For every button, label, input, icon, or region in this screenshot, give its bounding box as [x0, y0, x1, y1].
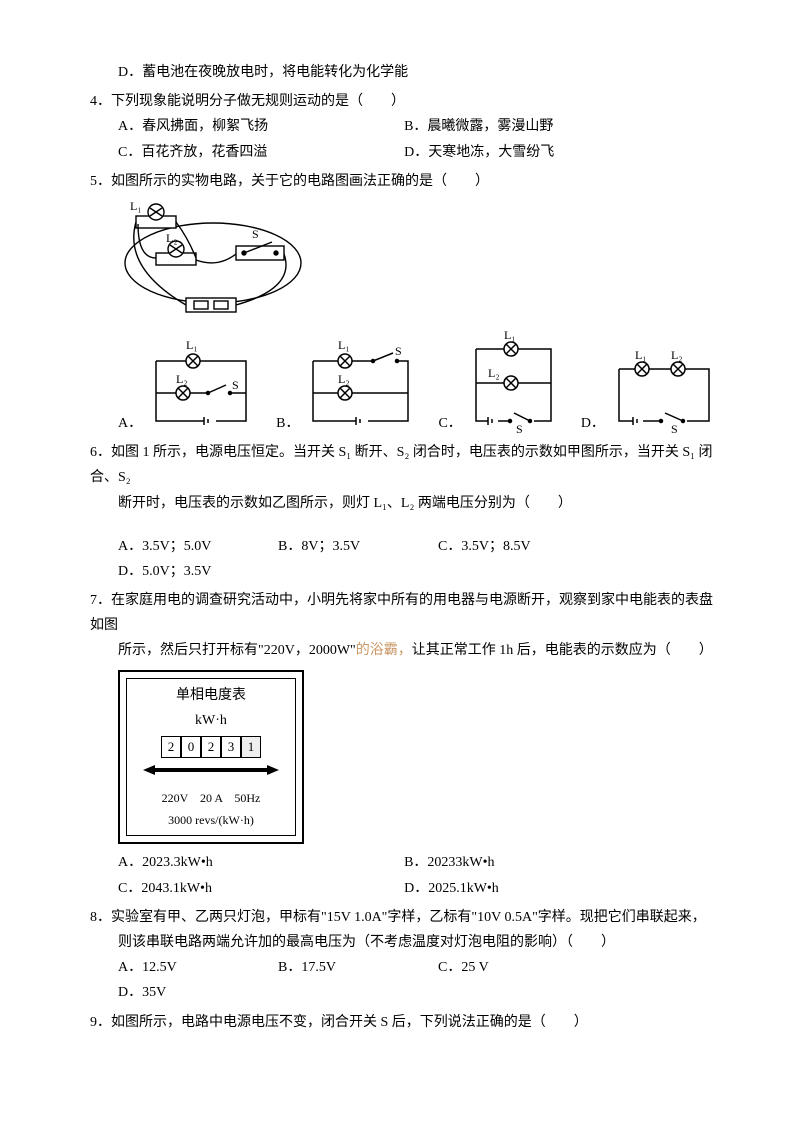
svg-text:S: S — [252, 227, 259, 241]
q4-optD: D．天寒地冻，大雪纷飞 — [404, 140, 690, 165]
q7-stem2c: 让其正常工作 1h 后，电能表的示数应为（ ） — [412, 643, 713, 658]
q8-stem2: 则该串联电路两端允许加的最高电压为（不考虑温度对灯泡电阻的影响）（ ） — [118, 930, 714, 955]
q6-optD: D．5.0V；3.5V — [118, 559, 248, 584]
q8-options: A．12.5V B．17.5V C．25 V D．35V — [118, 955, 714, 1005]
q5-optD-group: D． L₁ L₂ S — [581, 351, 719, 436]
digit: 1 — [241, 736, 261, 758]
q7-optC: C．2043.1kW•h — [118, 876, 404, 901]
q5-optA-group: A． L₁ L₂ S — [118, 341, 256, 436]
svg-text:L₂: L₂ — [671, 351, 683, 362]
svg-text:S: S — [232, 378, 239, 392]
q5-optA-label: A． — [118, 411, 142, 436]
circuit-A-icon: L₁ L₂ S — [146, 341, 256, 436]
meter-rate: 3000 revs/(kW·h) — [129, 810, 293, 832]
question-9: 9．如图所示，电路中电源电压不变，闭合开关 S 后，下列说法正确的是（ ） — [90, 1010, 714, 1035]
svg-text:L₁: L₁ — [130, 199, 142, 213]
q7-optA: A．2023.3kW•h — [118, 850, 404, 875]
q4-stem: 4．下列现象能说明分子做无规则运动的是（ ） — [90, 89, 714, 114]
meter-title: 单相电度表 — [129, 683, 293, 708]
q8-optA: A．12.5V — [118, 955, 248, 980]
question-7: 7．在家庭用电的调查研究活动中，小明先将家中所有的用电器与电源断开，观察到家中电… — [90, 588, 714, 901]
q7-stem2: 所示，然后只打开标有"220V，2000W"的浴霸，让其正常工作 1h 后，电能… — [118, 638, 714, 663]
svg-text:S: S — [395, 344, 402, 358]
svg-text:S: S — [516, 422, 523, 436]
digit: 3 — [221, 736, 241, 758]
circuit-C-icon: L₁ L₂ S — [466, 331, 561, 436]
svg-text:L₁: L₁ — [338, 341, 350, 352]
q7-options: A．2023.3kW•h B．20233kW•h C．2043.1kW•h D．… — [118, 850, 714, 900]
q6-options: A．3.5V；5.0V B．8V；3.5V C．3.5V；8.5V D．5.0V… — [118, 534, 714, 584]
q6-optC: C．3.5V；8.5V — [438, 534, 568, 559]
question-4: 4．下列现象能说明分子做无规则运动的是（ ） A．春风拂面，柳絮飞扬 B．晨曦微… — [90, 89, 714, 165]
q5-optC-label: C． — [438, 411, 461, 436]
q9-stem: 9．如图所示，电路中电源电压不变，闭合开关 S 后，下列说法正确的是（ ） — [90, 1010, 714, 1035]
q4-options: A．春风拂面，柳絮飞扬 B．晨曦微露，雾漫山野 C．百花齐放，花香四溢 D．天寒… — [118, 114, 714, 164]
svg-text:L₂: L₂ — [166, 231, 178, 245]
question-8: 8．实验室有甲、乙两只灯泡，甲标有"15V 1.0A"字样，乙标有"10V 0.… — [90, 905, 714, 1006]
circuit-B-icon: L₁ L₂ S — [303, 341, 418, 436]
meter-unit: kW·h — [129, 708, 293, 733]
digit: 2 — [161, 736, 181, 758]
q5-optB-group: B． L₁ L₂ S — [276, 341, 418, 436]
q7-stem2a: 所示，然后只打开标有"220V，2000W" — [118, 643, 356, 658]
q3-optD: D．蓄电池在夜晚放电时，将电能转化为化学能 — [90, 60, 714, 85]
svg-text:L₂: L₂ — [338, 372, 350, 386]
svg-text:L₂: L₂ — [176, 372, 188, 386]
q8-optC: C．25 V — [438, 955, 568, 980]
svg-text:L₂: L₂ — [488, 366, 500, 380]
q7-stem1: 7．在家庭用电的调查研究活动中，小明先将家中所有的用电器与电源断开，观察到家中电… — [90, 588, 714, 638]
digit: 0 — [181, 736, 201, 758]
svg-text:L₁: L₁ — [635, 351, 647, 362]
energy-meter-image: 单相电度表 kW·h 2 0 2 3 1 220V 20 A 50Hz 3000… — [118, 670, 304, 845]
q5-optC-group: C． L₁ L₂ S — [438, 331, 560, 436]
q6-optB: B．8V；3.5V — [278, 534, 408, 559]
q5-optB-label: B． — [276, 411, 299, 436]
q6-stem1: 6．如图 1 所示，电源电压恒定。当开关 S₁ 断开、S₂ 闭合时，电压表的示数… — [90, 440, 714, 490]
q8-optB: B．17.5V — [278, 955, 408, 980]
q6-optA: A．3.5V；5.0V — [118, 534, 248, 559]
digit: 2 — [201, 736, 221, 758]
q5-physical-circuit-image: L₁ L₂ S — [118, 198, 714, 327]
q8-stem1: 8．实验室有甲、乙两只灯泡，甲标有"15V 1.0A"字样，乙标有"10V 0.… — [90, 905, 714, 930]
q8-optD: D．35V — [118, 980, 248, 1005]
q7-stem2b: 的浴霸， — [356, 643, 412, 658]
question-6: 6．如图 1 所示，电源电压恒定。当开关 S₁ 断开、S₂ 闭合时，电压表的示数… — [90, 440, 714, 584]
question-5: 5．如图所示的实物电路，关于它的电路图画法正确的是（ ） L₁ L₂ — [90, 169, 714, 436]
option-d: D．蓄电池在夜晚放电时，将电能转化为化学能 — [118, 60, 714, 85]
q7-optB: B．20233kW•h — [404, 850, 690, 875]
circuit-D-icon: L₁ L₂ S — [609, 351, 719, 436]
q4-optC: C．百花齐放，花香四溢 — [118, 140, 404, 165]
svg-text:S: S — [671, 422, 678, 436]
meter-digits: 2 0 2 3 1 — [129, 736, 293, 758]
svg-text:L₁: L₁ — [504, 331, 516, 342]
meter-spec: 220V 20 A 50Hz — [129, 788, 293, 810]
q6-stem2: 断开时，电压表的示数如乙图所示，则灯 L₁、L₂ 两端电压分别为（ ） — [118, 491, 714, 516]
q5-circuit-options: A． L₁ L₂ S B． — [118, 331, 714, 436]
q4-optA: A．春风拂面，柳絮飞扬 — [118, 114, 404, 139]
q5-optD-label: D． — [581, 411, 605, 436]
svg-text:L₁: L₁ — [186, 341, 198, 352]
q4-optB: B．晨曦微露，雾漫山野 — [404, 114, 690, 139]
q7-optD: D．2025.1kW•h — [404, 876, 690, 901]
q5-stem: 5．如图所示的实物电路，关于它的电路图画法正确的是（ ） — [90, 169, 714, 194]
meter-arrow-icon — [141, 764, 281, 776]
